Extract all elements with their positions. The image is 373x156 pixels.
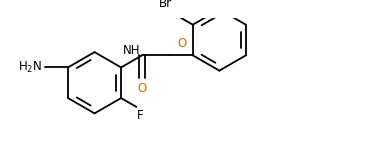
Text: NH: NH: [123, 44, 140, 56]
Text: O: O: [137, 82, 147, 95]
Text: O: O: [177, 37, 186, 51]
Text: F: F: [137, 109, 144, 122]
Text: H$_2$N: H$_2$N: [18, 60, 42, 75]
Text: Br: Br: [159, 0, 172, 10]
